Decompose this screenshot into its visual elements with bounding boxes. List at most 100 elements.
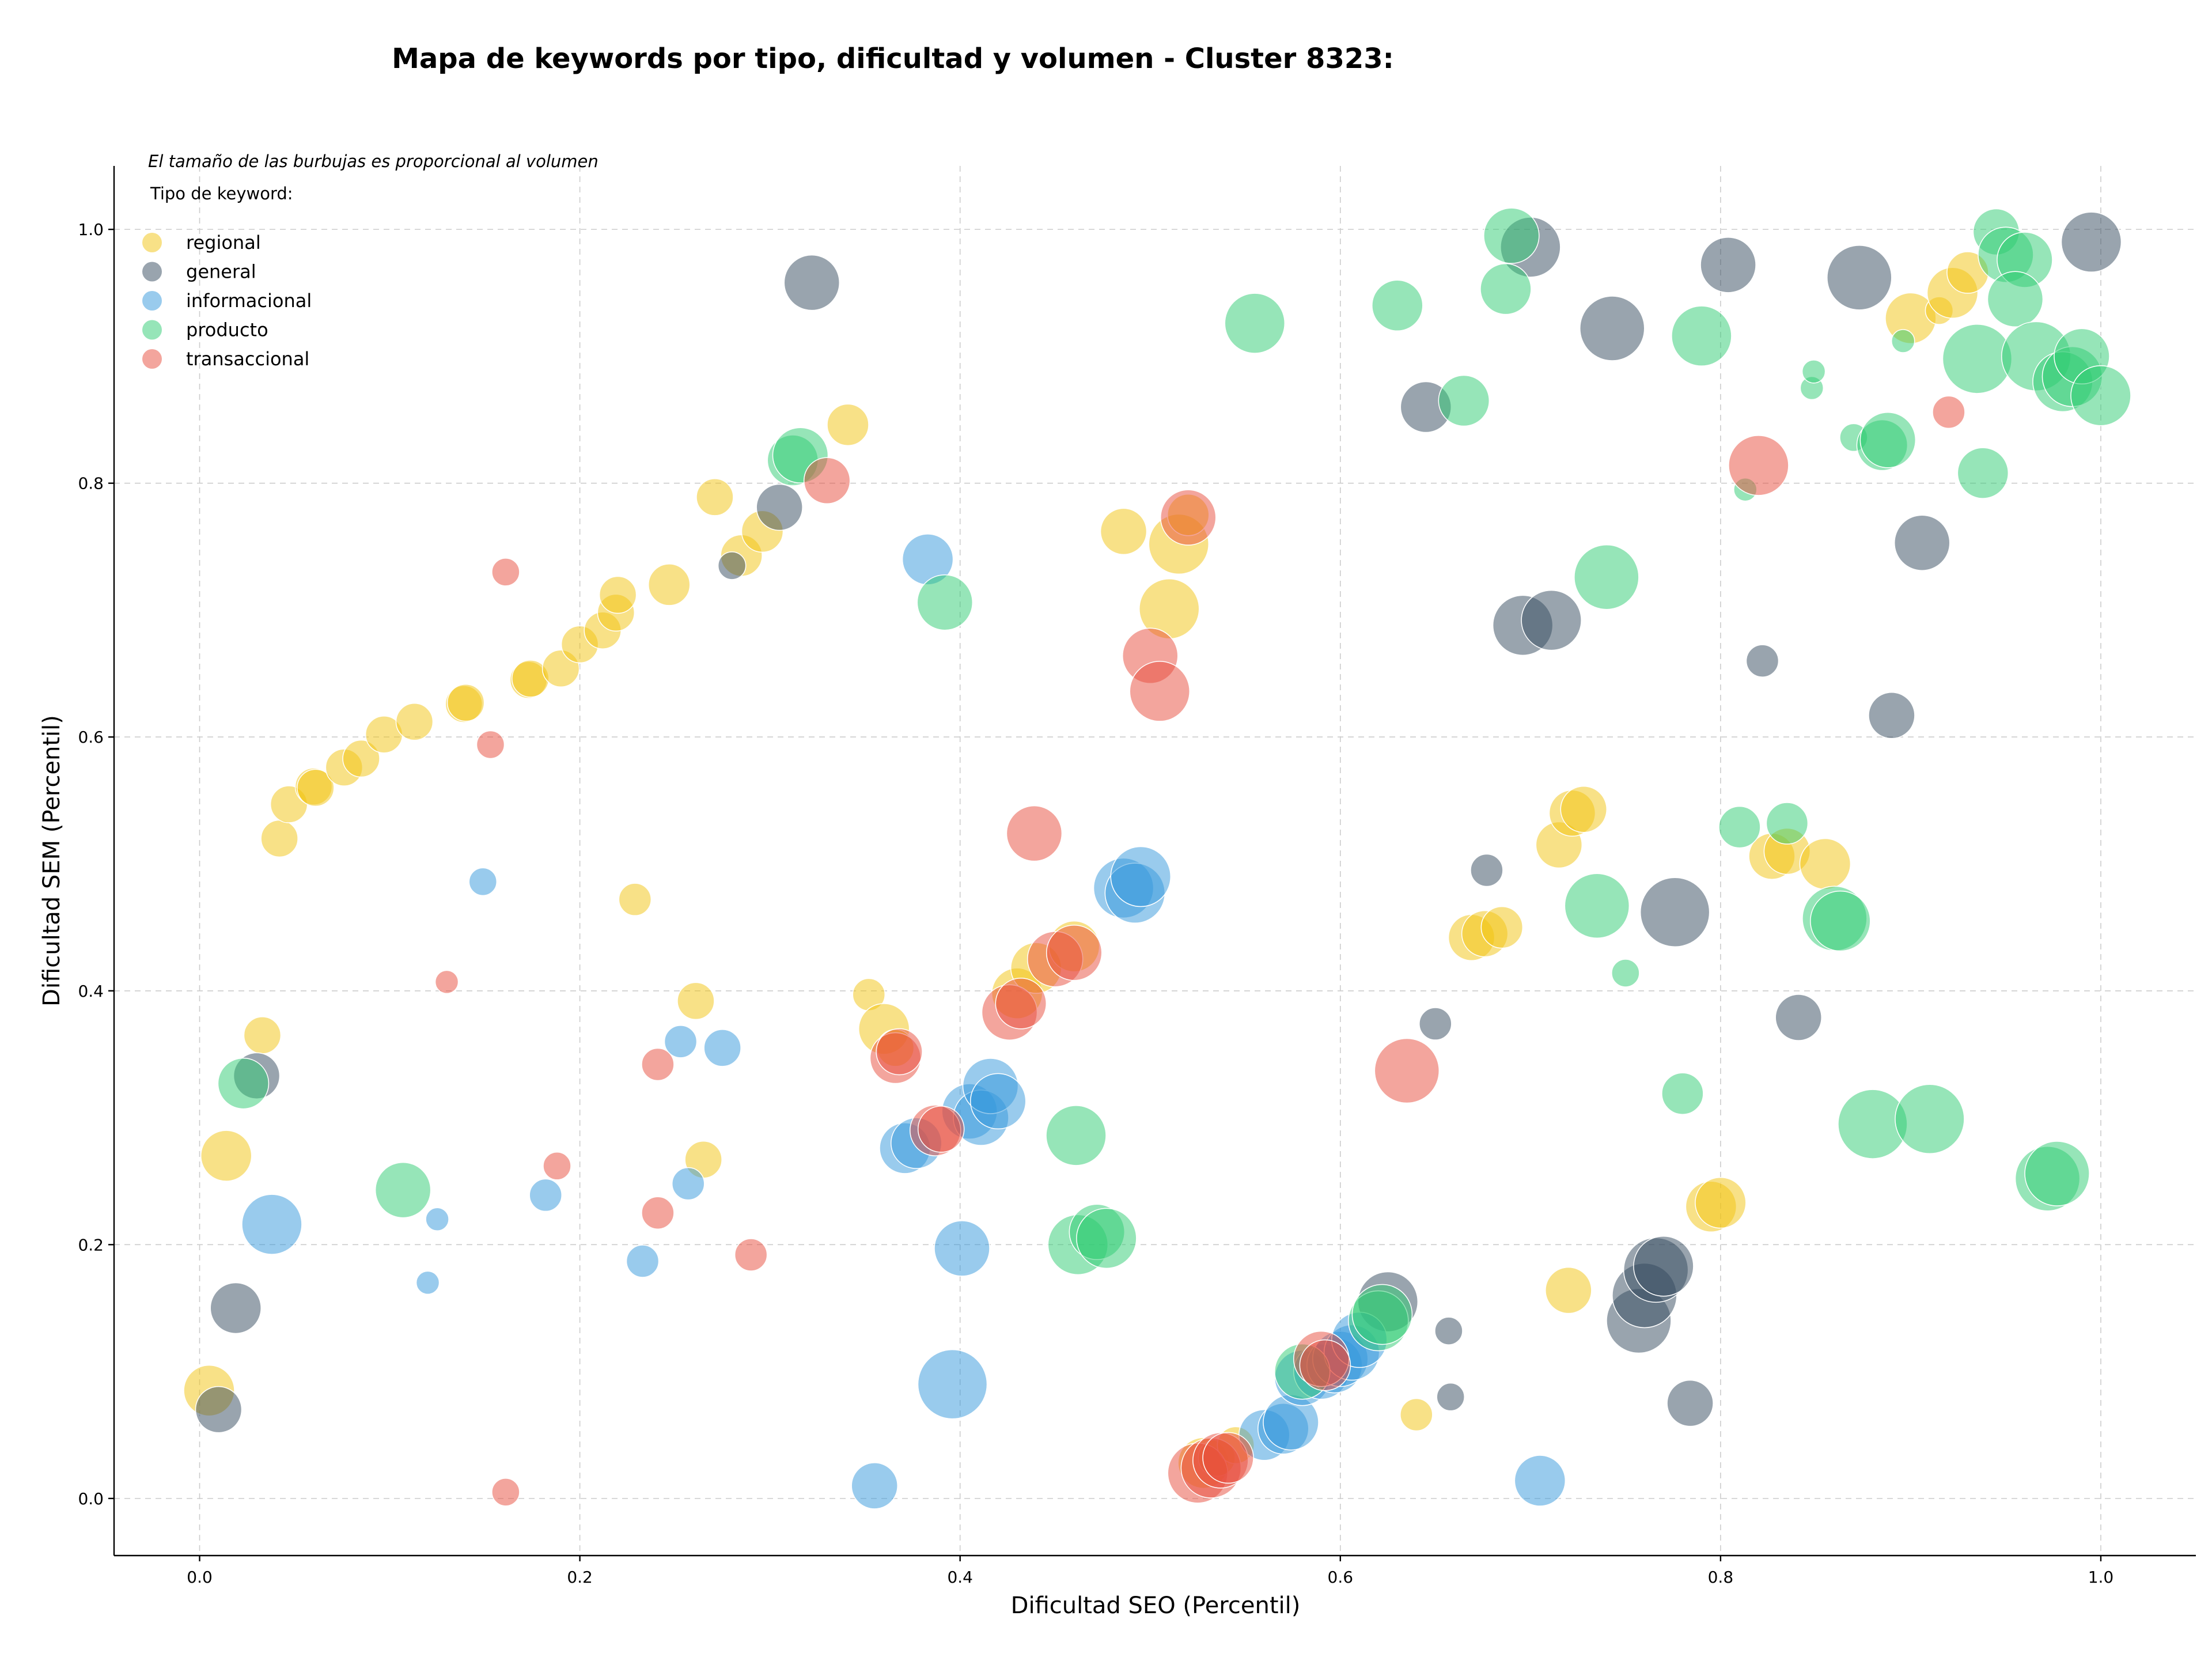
x-axis-ticks: 0.0 0.2 0.4 0.6 0.8 1.0 [187, 1556, 2113, 1587]
bubble-transaccional [1046, 924, 1103, 981]
legend-title: Tipo de keyword: [150, 184, 293, 203]
bubble-transaccional [1728, 435, 1789, 496]
bubble-producto [1046, 1105, 1107, 1166]
bubble-producto [1438, 374, 1490, 427]
bubble-regional [1480, 906, 1524, 949]
legend-marker-regional [142, 233, 162, 252]
x-tick-label: 0.4 [947, 1568, 973, 1587]
legend-label-producto: producto [186, 319, 268, 341]
chart-title: Mapa de keywords por tipo, dificultad y … [392, 43, 1394, 75]
y-tick-label: 0.8 [78, 474, 104, 493]
y-tick-label: 0.2 [78, 1235, 104, 1254]
bubble-general [1745, 644, 1779, 678]
x-tick-label: 0.0 [187, 1568, 213, 1587]
bubble-producto [2024, 1141, 2090, 1206]
bubble-general [1666, 1379, 1714, 1427]
bubble-producto [1574, 544, 1639, 610]
bubble-producto [1480, 263, 1532, 315]
bubble-regional [618, 883, 652, 916]
bubble-informacional [529, 1178, 562, 1212]
bubble-informacional [241, 1194, 302, 1255]
bubble-transaccional [491, 558, 520, 587]
bubble-regional [599, 576, 637, 614]
bubble-informacional [468, 867, 498, 896]
bubble-informacional [1514, 1455, 1566, 1507]
x-tick-label: 0.8 [1708, 1568, 1734, 1587]
bubble-general [1700, 237, 1756, 293]
bubble-producto [1372, 279, 1423, 332]
bubble-general [717, 551, 747, 580]
bubble-producto [1076, 1208, 1137, 1269]
bubble-producto [2070, 365, 2131, 426]
bubble-producto [1483, 207, 1540, 264]
bubble-general [1633, 1236, 1694, 1297]
bubble-regional [200, 1130, 252, 1182]
bubble-regional [1560, 786, 1608, 833]
legend-marker-general [142, 262, 162, 282]
legend-label-general: general [186, 261, 256, 283]
bubble-producto [1564, 873, 1630, 939]
legend-marker-transaccional [142, 349, 162, 369]
x-tick-label: 0.2 [567, 1568, 593, 1587]
bubble-transaccional [641, 1196, 675, 1230]
bubble-producto [1766, 802, 1809, 845]
y-tick-label: 0.6 [78, 728, 104, 747]
bubble-informacional [626, 1244, 660, 1278]
y-axis-title: Dificultad SEM (Percentil) [39, 715, 65, 1007]
bubble-transaccional [543, 1152, 571, 1181]
bubble-regional [1100, 508, 1147, 555]
x-tick-label: 1.0 [2088, 1568, 2114, 1587]
bubble-transaccional [1299, 1339, 1351, 1391]
bubble-producto [1895, 1084, 1965, 1155]
bubble-transaccional [995, 978, 1047, 1030]
bubble-transaccional [734, 1238, 768, 1272]
bubble-general [1893, 514, 1950, 571]
y-tick-label: 0.4 [78, 982, 104, 1001]
grid [114, 166, 2196, 1556]
bubble-general [1470, 853, 1503, 887]
bubble-informacional [969, 1073, 1027, 1130]
x-tick-label: 0.6 [1328, 1568, 1354, 1587]
bubble-layer [183, 207, 2131, 1509]
bubble-informacional [415, 1270, 440, 1295]
bubble-regional [696, 478, 734, 516]
bubble-general [1434, 1316, 1463, 1345]
bubble-producto [1351, 1284, 1413, 1345]
bubble-regional [1799, 838, 1851, 890]
bubble-general [756, 483, 803, 531]
bubble-informacional [917, 1349, 988, 1420]
bubble-producto [1891, 329, 1915, 353]
bubble-regional [243, 1016, 282, 1054]
legend-marker-informacional [142, 291, 162, 311]
bubble-regional [446, 684, 485, 722]
bubble-transaccional [1374, 1038, 1440, 1104]
bubble-regional [827, 403, 869, 447]
bubble-producto [1859, 412, 1916, 468]
legend-label-informacional: informacional [186, 290, 312, 312]
bubble-producto [1957, 447, 2009, 499]
bubble-transaccional [641, 1047, 675, 1081]
bubble-general [1775, 994, 1822, 1041]
bubble-regional [647, 563, 691, 606]
bubble-producto [1224, 293, 1286, 354]
bubble-informacional [664, 1025, 698, 1058]
bubble-producto [1810, 890, 1871, 952]
bubble-general [210, 1282, 262, 1334]
bubble-regional [342, 739, 380, 778]
bubble-transaccional [476, 730, 505, 759]
bubble-regional [297, 769, 335, 807]
legend: regional general informacional producto tran… [142, 232, 312, 370]
bubble-transaccional [876, 1028, 923, 1076]
bubble-producto [916, 574, 974, 631]
bubble-informacional [851, 1462, 898, 1509]
bubble-producto [1611, 959, 1640, 987]
bubble-transaccional [434, 970, 459, 994]
legend-marker-producto [142, 320, 162, 340]
bubble-producto [1987, 271, 2044, 328]
bubble-informacional [425, 1207, 449, 1232]
bubble-general [1436, 1382, 1465, 1412]
bubble-producto [217, 1057, 270, 1110]
bubble-general [195, 1386, 243, 1433]
bubble-transaccional [803, 457, 851, 505]
